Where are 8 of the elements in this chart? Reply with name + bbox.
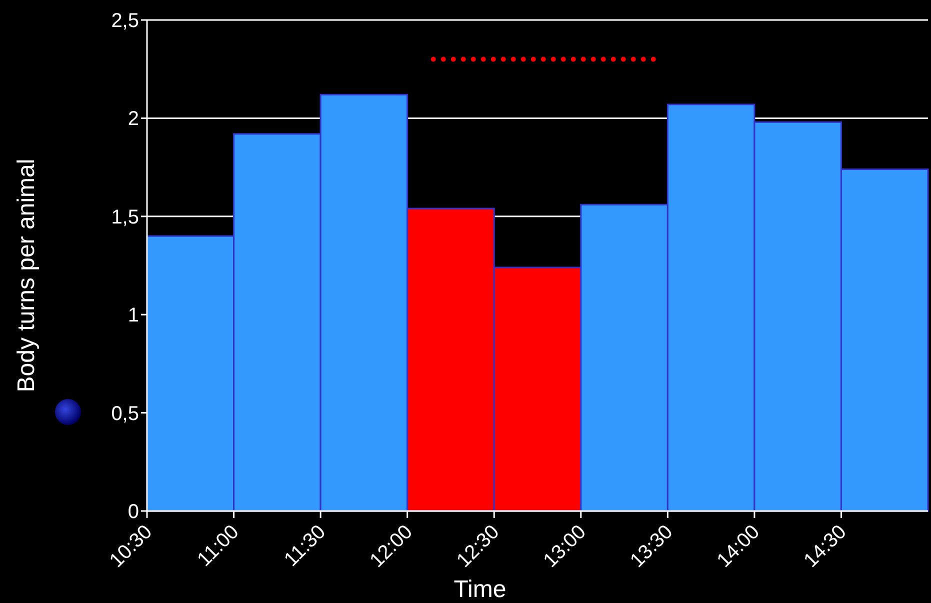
- x-axis-title: Time: [454, 576, 506, 603]
- y-tick-label: 2,5: [111, 10, 139, 32]
- y-tick-label: 2: [128, 108, 139, 130]
- y-tick-label: 0,5: [111, 402, 139, 425]
- y-axis-title: Body turns per animal: [13, 158, 40, 392]
- y-tick-label: 0: [128, 501, 139, 523]
- y-tick-label: 1: [128, 304, 139, 327]
- y-tick-label: 1,5: [111, 206, 139, 228]
